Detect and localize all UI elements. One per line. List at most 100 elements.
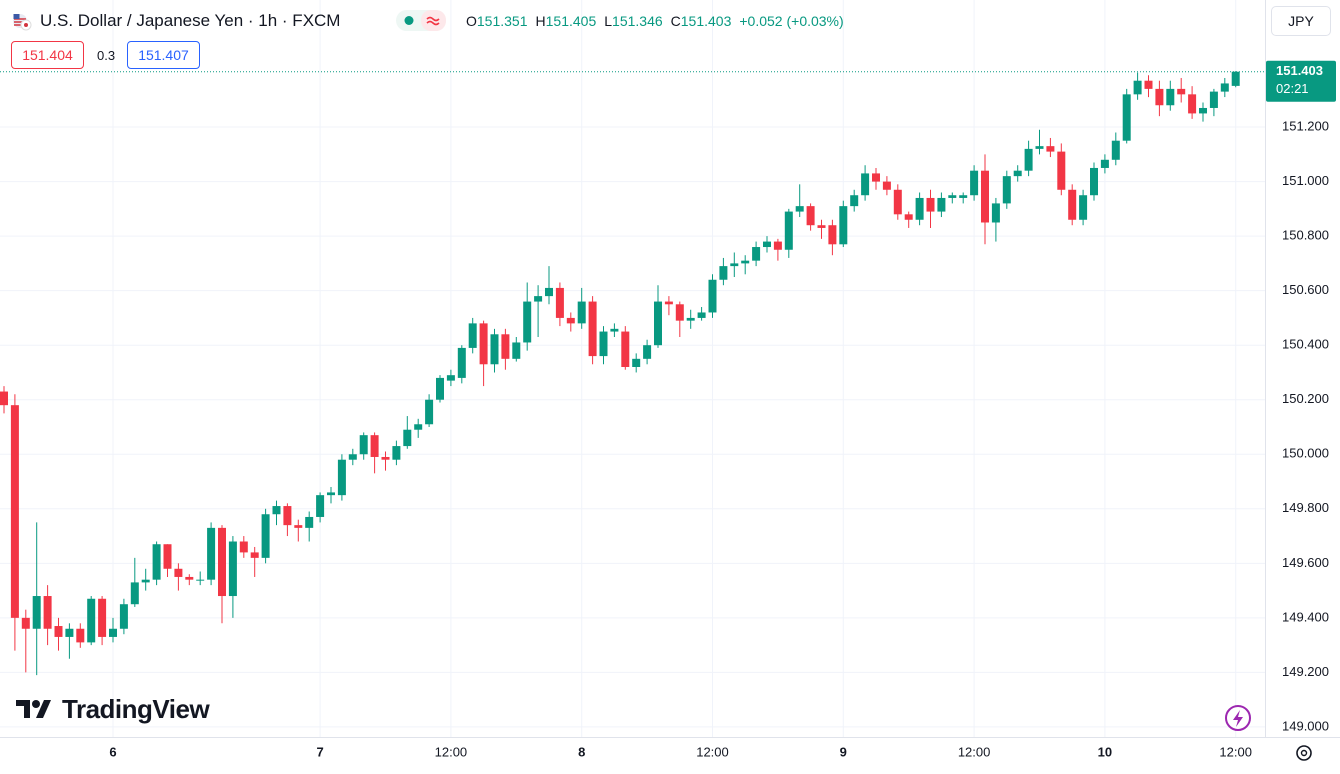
status-icons — [404, 10, 446, 31]
candle-body — [392, 446, 401, 460]
currency-label: JPY — [1288, 13, 1314, 29]
ohlc-value: 151.403 — [680, 13, 732, 29]
candle-body — [861, 173, 870, 196]
candle-body — [250, 552, 259, 558]
candle-body — [1155, 88, 1164, 106]
candle-body — [621, 331, 630, 368]
x-tick-label: 6 — [109, 744, 116, 759]
candle-body — [316, 495, 325, 517]
x-tick-label: 8 — [578, 744, 585, 759]
candle-body — [555, 287, 564, 318]
candle-body — [632, 358, 641, 368]
candle-body — [926, 197, 935, 212]
bid-button[interactable]: 151.404 — [11, 41, 84, 69]
candle-body — [872, 173, 880, 182]
candle-body — [436, 377, 444, 400]
candle-body — [501, 334, 510, 359]
candle-body — [468, 323, 477, 348]
x-tick-label: 12:00 — [958, 744, 991, 759]
logo: TradingView — [16, 693, 210, 725]
candle-body — [381, 456, 390, 460]
candle-body — [1090, 167, 1098, 196]
currency-button[interactable]: JPY — [1271, 6, 1331, 36]
candle-body — [65, 628, 74, 637]
candle-body — [1079, 195, 1088, 220]
candle-body — [850, 195, 859, 207]
candle-body — [719, 266, 728, 280]
ohlc-value: 151.346 — [612, 13, 663, 29]
candle-body — [1144, 80, 1153, 89]
candle-body — [1013, 170, 1022, 177]
candle-body — [87, 598, 96, 643]
candle-body — [1209, 91, 1218, 108]
candle-body — [1057, 151, 1066, 190]
y-tick-label: 149.600 — [1282, 555, 1329, 570]
candle-body — [185, 576, 194, 580]
candle-body — [174, 568, 183, 577]
candle-body — [795, 206, 804, 212]
candle-body — [545, 287, 553, 297]
candle-body — [523, 301, 532, 343]
candle-body — [196, 579, 205, 581]
market-status[interactable] — [396, 10, 446, 31]
ask-price: 151.407 — [138, 47, 189, 63]
y-tick-label: 149.800 — [1282, 500, 1329, 515]
candle-body — [228, 541, 237, 597]
price-change: +0.052 (+0.03%) — [739, 13, 844, 29]
candle-body — [828, 225, 837, 245]
candle-body — [327, 492, 335, 496]
ohlc-value: 151.351 — [476, 13, 528, 29]
candle-body — [697, 312, 706, 318]
candle-body — [1122, 94, 1131, 141]
candle-body — [763, 241, 771, 248]
logo-icon — [16, 700, 51, 718]
candle-body — [610, 328, 619, 332]
flag-icon — [13, 14, 32, 31]
candle-body — [643, 345, 652, 359]
y-tick-label: 150.800 — [1282, 228, 1329, 243]
countdown-label: 02:21 — [1276, 81, 1309, 96]
ohlc-key: L — [604, 13, 613, 29]
candle-body — [1177, 88, 1186, 95]
spread: 0.3 — [97, 41, 115, 69]
candle-body — [970, 170, 979, 196]
candle-body — [305, 516, 314, 528]
bid-price: 151.404 — [22, 47, 73, 63]
candle-body — [948, 195, 957, 198]
logo-text: TradingView — [62, 693, 210, 724]
candle-body — [937, 197, 946, 212]
candle-body — [414, 424, 423, 430]
candle-body — [686, 317, 695, 321]
ask-button[interactable]: 151.407 — [127, 41, 200, 69]
candle-body — [1068, 189, 1077, 220]
candle-body — [152, 544, 161, 580]
settings-icon[interactable] — [1296, 745, 1312, 761]
candle-body — [1035, 146, 1044, 149]
x-tick-label: 12:00 — [696, 744, 729, 759]
symbol-title: U.S. Dollar / Japanese Yen · 1h · FXCM — [40, 11, 341, 30]
candle-body — [457, 347, 466, 378]
candle-body — [130, 582, 139, 605]
candle-body — [959, 195, 968, 198]
y-tick-label: 150.000 — [1282, 446, 1329, 461]
candle-body — [403, 429, 412, 447]
candle-body — [1166, 88, 1175, 106]
candle-body — [664, 301, 673, 305]
candle-body — [119, 604, 128, 629]
candle-body — [893, 189, 902, 215]
candle-body — [991, 203, 1000, 223]
last-price-tag — [1266, 60, 1336, 102]
candle-body — [708, 279, 717, 313]
candle-body — [337, 459, 346, 496]
candle-body — [490, 334, 499, 365]
candle-body — [773, 241, 782, 250]
candle-body — [348, 454, 357, 460]
x-tick-label: 9 — [840, 744, 847, 759]
candle-body — [359, 435, 368, 455]
y-tick-label: 150.200 — [1282, 391, 1329, 406]
y-tick-label: 149.400 — [1282, 609, 1329, 624]
candle-body — [283, 506, 292, 526]
spread-value: 0.3 — [97, 47, 116, 63]
candle-body — [10, 405, 19, 618]
